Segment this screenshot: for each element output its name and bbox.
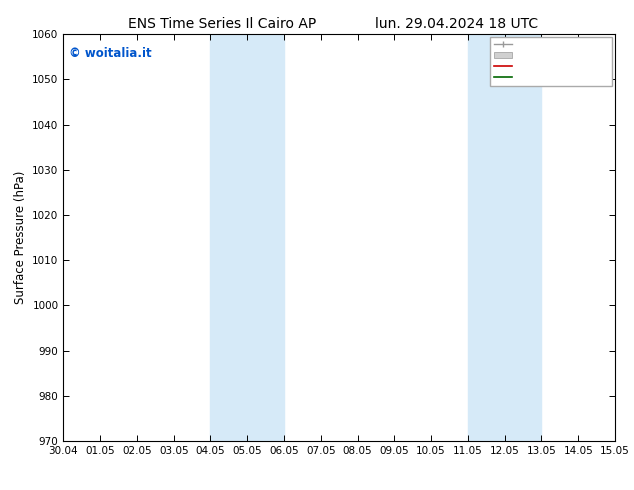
Text: © woitalia.it: © woitalia.it [69,47,152,59]
Bar [210,34,247,441]
Text: ENS Time Series Il Cairo AP: ENS Time Series Il Cairo AP [128,17,316,31]
Text: lun. 29.04.2024 18 UTC: lun. 29.04.2024 18 UTC [375,17,538,31]
Bar [505,34,541,441]
Bar [468,34,505,441]
Bar [247,34,284,441]
Y-axis label: Surface Pressure (hPa): Surface Pressure (hPa) [14,171,27,304]
Legend: min/max, Deviazione standard, Ensemble mean run, Controll run: min/max, Deviazione standard, Ensemble m… [490,37,612,86]
